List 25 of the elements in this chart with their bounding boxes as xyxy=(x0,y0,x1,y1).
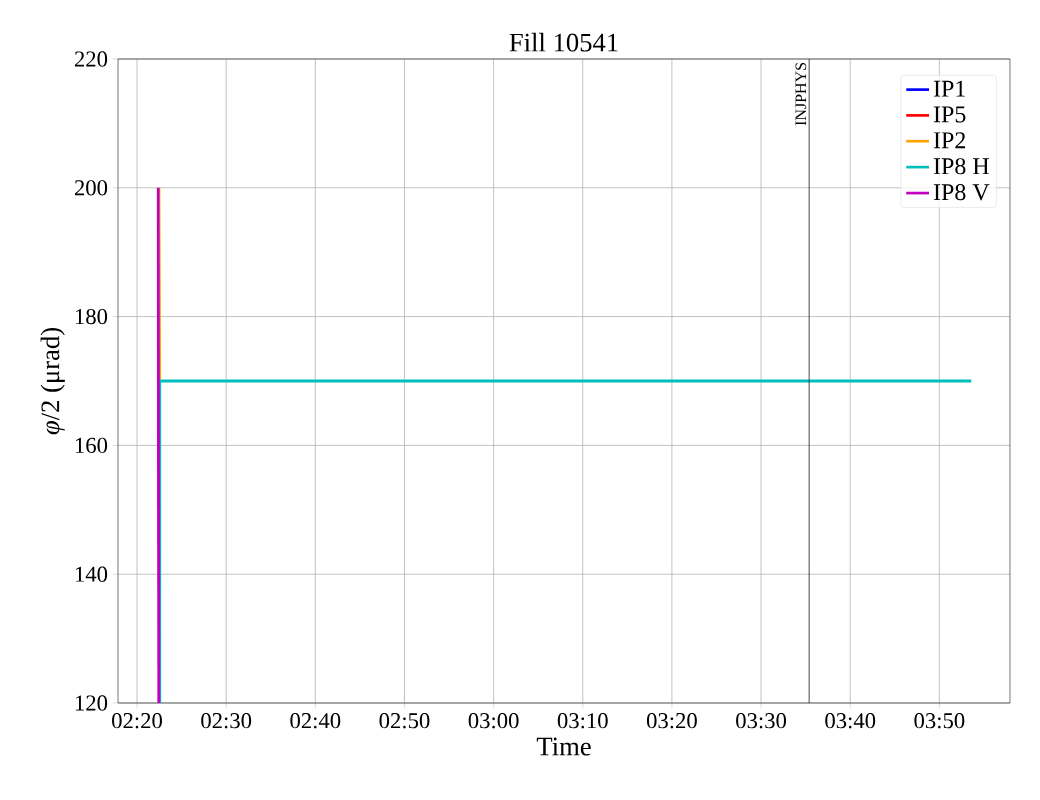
legend-label: IP2 xyxy=(933,132,966,149)
legend-label: IP5 xyxy=(933,106,966,123)
y-tick-label: 220 xyxy=(74,51,108,67)
legend-label: IP1 xyxy=(933,80,965,97)
x-tick-label: 03:00 xyxy=(468,713,519,729)
x-tick-label: 03:50 xyxy=(914,713,965,729)
x-tick-label: 03:30 xyxy=(736,713,787,729)
ref-line-label: INJPHYS xyxy=(795,62,807,126)
x-tick-label: 02:50 xyxy=(379,713,430,729)
y-tick-label: 200 xyxy=(74,180,108,196)
x-tick-label: 03:10 xyxy=(557,713,608,729)
y-tick-label: 180 xyxy=(75,308,108,325)
legend-label: IP8 H xyxy=(933,158,989,175)
y-tick-label: 160 xyxy=(75,437,108,454)
y-axis-title: φ/2 (μrad) xyxy=(40,328,65,435)
legend-label: IP8 V xyxy=(933,184,990,201)
x-tick-label: 02:30 xyxy=(201,713,252,729)
x-tick-label: 03:20 xyxy=(646,713,697,729)
x-tick-label: 02:20 xyxy=(112,713,162,729)
chart-title: Fill 10541 xyxy=(509,32,618,52)
x-tick-label: 02:40 xyxy=(290,713,341,729)
y-tick-label: 140 xyxy=(75,566,108,582)
x-axis-title: Time xyxy=(536,737,591,756)
x-tick-label: 03:40 xyxy=(825,713,876,729)
y-tick-label: 120 xyxy=(75,695,108,711)
